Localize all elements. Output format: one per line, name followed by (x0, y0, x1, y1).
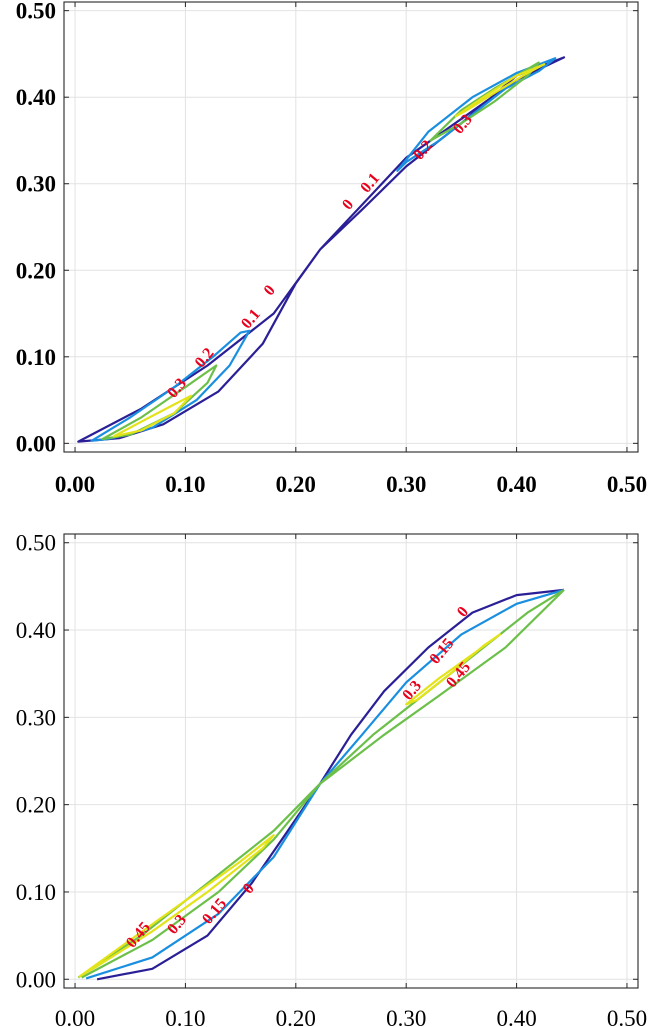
y-tick-label: 0.30 (16, 705, 56, 730)
plot-frame (63, 533, 639, 989)
contour-chart-top: 00.10.20.300.10.20.30.00 0.10 0.20 0.30 0.40… (16, 0, 647, 497)
x-tick-label: 0.20 (276, 1006, 316, 1027)
y-tick-label: 0.40 (16, 618, 56, 643)
y-tick-label: 0.00 (16, 431, 56, 456)
contour-line-level-0.1 (396, 57, 557, 172)
contour-label: 0.3 (399, 677, 425, 703)
contour-label: 0 (454, 604, 472, 621)
contour-line-level-0 (77, 56, 566, 443)
x-tick-label: 0.40 (496, 472, 536, 497)
contour-line-level-0.3 (112, 394, 192, 438)
y-tick-label: 0.20 (16, 793, 56, 818)
x-tick-label: 0.00 (55, 472, 95, 497)
y-tick-label: 0.10 (16, 880, 56, 905)
contour-line-level-0.15 (85, 588, 565, 980)
x-tick-label: 0.50 (607, 1006, 647, 1027)
x-tick-label: 0.20 (276, 472, 316, 497)
contour-line-level-0.3 (81, 588, 565, 979)
contour-label: 0.1 (238, 306, 264, 332)
x-tick-label: 0.30 (386, 472, 426, 497)
contour-label: 0.45 (443, 659, 474, 691)
contour-line-level-0.45 (78, 834, 275, 978)
contour-line-level-0.45 (405, 633, 502, 706)
y-tick-label: 0.10 (16, 345, 56, 370)
y-tick-label: 0.30 (16, 172, 56, 197)
x-tick-label: 0.30 (386, 1006, 426, 1027)
x-tick-label: 0.40 (496, 1006, 536, 1027)
contour-label: 0.15 (426, 635, 457, 667)
x-tick-label: 0.10 (165, 472, 205, 497)
x-tick-label: 0.10 (165, 1006, 205, 1027)
x-tick-label: 0.50 (607, 472, 647, 497)
y-tick-label: 0.20 (16, 258, 56, 283)
y-tick-label: 0.50 (16, 0, 56, 24)
y-tick-label: 0.50 (16, 531, 56, 556)
plot-frame (63, 1, 639, 453)
contour-line-level-0.3 (77, 589, 565, 979)
y-tick-label: 0.40 (16, 85, 56, 110)
contour-label: 0 (261, 282, 279, 299)
contour-line-level-0.3 (454, 63, 546, 118)
x-tick-label: 0.00 (55, 1006, 95, 1027)
contour-line-level-0 (96, 588, 565, 981)
y-tick-label: 0.00 (16, 967, 56, 992)
contour-label: 0 (339, 196, 357, 213)
